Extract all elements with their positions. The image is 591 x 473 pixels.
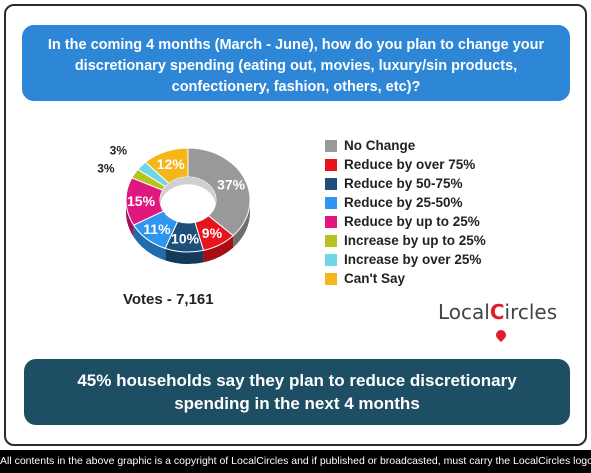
legend-label: Increase by over 25%	[344, 252, 482, 267]
donut-hole	[160, 177, 216, 208]
legend-item: Reduce by over 75%	[325, 155, 486, 174]
slice-label-0: 37%	[217, 177, 246, 193]
legend-swatch	[325, 215, 337, 228]
question-text: In the coming 4 months (March - June), h…	[47, 36, 545, 95]
votes-count: Votes - 7,161	[123, 291, 214, 308]
legend-item: Can't Say	[325, 269, 486, 288]
slice-label-7: 12%	[157, 156, 186, 172]
logo-text-c: C	[489, 300, 505, 324]
legend-swatch	[325, 158, 337, 171]
slice-side-3	[133, 225, 166, 261]
slice-label-1: 9%	[202, 225, 223, 241]
legend-label: Reduce by over 75%	[344, 157, 476, 172]
question-banner: In the coming 4 months (March - June), h…	[22, 25, 570, 101]
legend-item: No Change	[325, 136, 486, 155]
slice-label-3: 11%	[143, 221, 171, 237]
slice-label-5: 3%	[97, 161, 115, 175]
conclusion-banner: 45% households say they plan to reduce d…	[24, 359, 570, 425]
legend-label: Reduce by 50-75%	[344, 176, 463, 191]
legend-swatch	[325, 139, 337, 152]
conclusion-text: 45% households say they plan to reduce d…	[77, 371, 517, 413]
slice-side-1	[203, 235, 234, 263]
legend-item: Reduce by up to 25%	[325, 212, 486, 231]
logo-text-ircles: ircles	[504, 300, 558, 324]
logo-text-local: Local	[438, 300, 490, 324]
legend-label: Increase by up to 25%	[344, 233, 486, 248]
legend-label: Reduce by up to 25%	[344, 214, 480, 229]
chart-legend: No Change Reduce by over 75% Reduce by 50-…	[325, 136, 486, 288]
slice-label-4: 15%	[127, 193, 156, 209]
donut-chart: 37% 9% 10% 11% 15% 3% 3% 12%	[60, 130, 290, 300]
slice-side-0	[233, 200, 250, 248]
legend-swatch	[325, 253, 337, 266]
legend-swatch	[325, 177, 337, 190]
legend-item: Increase by over 25%	[325, 250, 486, 269]
copyright-footer: All contents in the above graphic is a c…	[0, 450, 591, 473]
legend-label: Reduce by 25-50%	[344, 195, 463, 210]
legend-swatch	[325, 196, 337, 209]
legend-swatch	[325, 272, 337, 285]
legend-swatch	[325, 234, 337, 247]
legend-label: No Change	[344, 138, 416, 153]
legend-item: Reduce by 50-75%	[325, 174, 486, 193]
legend-item: Increase by up to 25%	[325, 231, 486, 250]
donut-chart-svg: 37% 9%10%11% 15% 3% 3% 12%	[97, 143, 251, 264]
slice-label-2: 10%	[171, 230, 200, 246]
legend-item: Reduce by 25-50%	[325, 193, 486, 212]
slice-label-6: 3%	[110, 143, 128, 157]
legend-label: Can't Say	[344, 271, 405, 286]
